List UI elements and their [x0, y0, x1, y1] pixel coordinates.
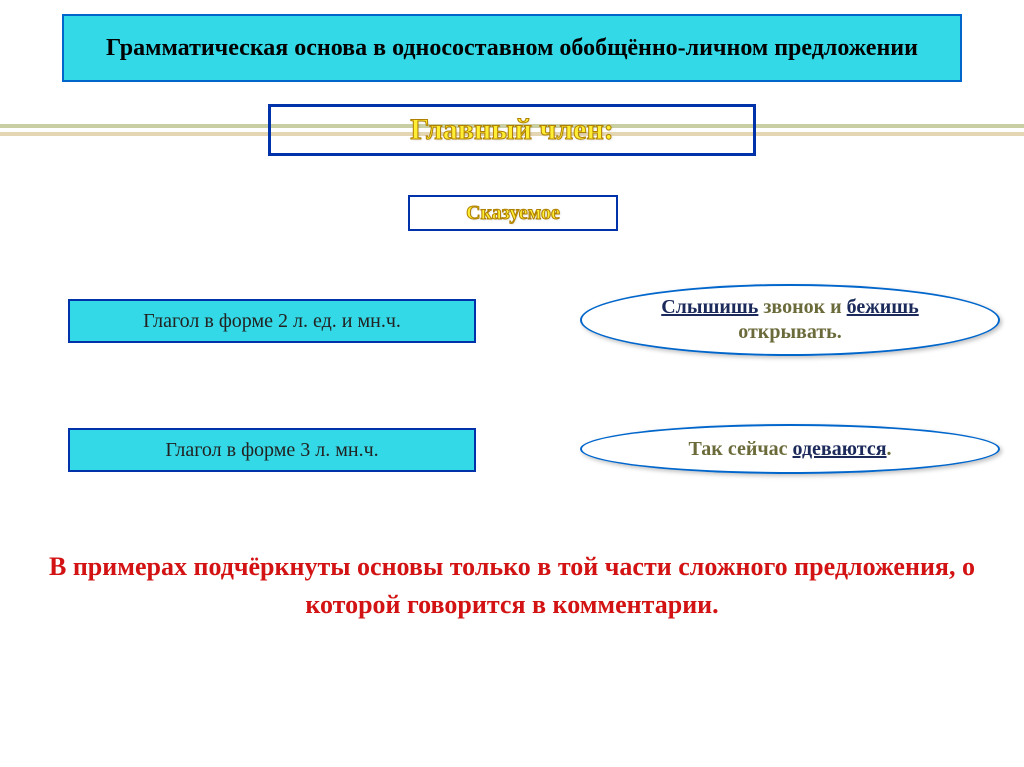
example-text: Слышишь звонок и бежишь открывать.: [622, 295, 958, 345]
footer-note: В примерах подчёркнуты основы только в т…: [0, 548, 1024, 623]
footer-note-text: В примерах подчёркнуты основы только в т…: [49, 552, 975, 619]
grammar-form-text: Глагол в форме 3 л. мн.ч.: [165, 439, 378, 462]
grammar-form-box: Глагол в форме 3 л. мн.ч.: [68, 428, 476, 472]
subhead-text: Главный член:: [410, 113, 614, 147]
example-ellipse: Так сейчас одеваются.: [580, 424, 1000, 474]
predicate-text: Сказуемое: [466, 202, 560, 225]
example-text: Так сейчас одеваются.: [688, 437, 891, 462]
example-ellipse: Слышишь звонок и бежишь открывать.: [580, 284, 1000, 356]
subhead-box: Главный член:: [268, 104, 756, 156]
grammar-form-box: Глагол в форме 2 л. ед. и мн.ч.: [68, 299, 476, 343]
title-box: Грамматическая основа в односоставном об…: [62, 14, 962, 82]
grammar-form-text: Глагол в форме 2 л. ед. и мн.ч.: [143, 310, 401, 333]
title-text: Грамматическая основа в односоставном об…: [106, 33, 918, 63]
predicate-box: Сказуемое: [408, 195, 618, 231]
